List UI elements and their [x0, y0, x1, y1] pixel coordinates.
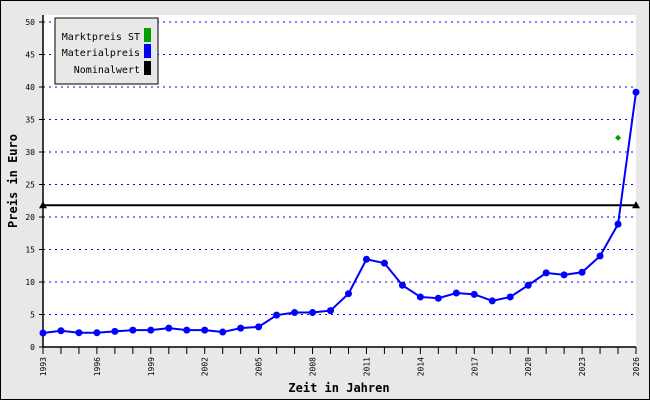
y-tick-label: 45 — [25, 51, 35, 60]
y-tick-label: 50 — [25, 18, 35, 27]
x-tick-label: 1996 — [93, 357, 102, 376]
materialpreis-point — [93, 329, 101, 337]
materialpreis-point — [129, 326, 137, 334]
materialpreis-point — [201, 326, 209, 334]
x-tick-label: 1993 — [39, 357, 48, 376]
materialpreis-point — [344, 290, 352, 298]
materialpreis-line — [42, 92, 637, 335]
materialpreis-point — [111, 327, 119, 335]
materialpreis-point — [524, 281, 532, 289]
y-tick-label: 5 — [30, 311, 35, 320]
axes — [39, 15, 637, 354]
y-tick-label: 30 — [25, 148, 35, 157]
series-marks — [39, 88, 640, 337]
x-tick-label: 2026 — [632, 357, 641, 376]
legend-label-materialpreis: Materialpreis — [62, 48, 140, 59]
materialpreis-point — [560, 271, 568, 279]
materialpreis-point — [57, 327, 65, 335]
x-tick-label: 2023 — [578, 357, 587, 376]
materialpreis-point — [416, 293, 424, 301]
x-tick-label: 1999 — [147, 357, 156, 376]
x-tick-label: 2017 — [470, 357, 479, 376]
x-axis-label: Zeit in Jahren — [288, 381, 389, 395]
materialpreis-point — [434, 294, 442, 302]
materialpreis-point — [614, 220, 622, 228]
materialpreis-point — [596, 252, 604, 260]
nominalwert-marker — [39, 201, 47, 209]
materialpreis-point — [75, 329, 83, 337]
y-tick-label: 40 — [25, 83, 35, 92]
y-axis-label: Preis in Euro — [6, 134, 20, 228]
legend-label-marktpreis: Marktpreis ST — [62, 32, 140, 43]
nominalwert-marker — [632, 201, 640, 209]
materialpreis-point — [273, 311, 281, 319]
materialpreis-point — [147, 326, 155, 334]
y-tick-label: 15 — [25, 246, 35, 255]
legend-swatch-materialpreis — [144, 44, 151, 58]
y-tick-label: 10 — [25, 278, 35, 287]
materialpreis-point — [380, 259, 388, 267]
materialpreis-point — [219, 328, 227, 336]
x-tick-label: 2014 — [416, 357, 425, 376]
marktpreis-point — [615, 134, 622, 141]
materialpreis-point — [327, 307, 335, 315]
materialpreis-point — [309, 309, 317, 317]
legend-label-nominalwert: Nominalwert — [74, 65, 140, 76]
y-tick-label: 35 — [25, 116, 35, 125]
y-tick-label: 25 — [25, 181, 35, 190]
materialpreis-point — [291, 309, 299, 317]
legend-swatch-marktpreis — [144, 28, 151, 42]
legend: Marktpreis ST Materialpreis Nominalwert — [54, 17, 159, 85]
materialpreis-point — [39, 329, 47, 337]
x-tick-label: 2005 — [255, 357, 264, 376]
materialpreis-point — [488, 297, 496, 305]
y-tick-label: 0 — [30, 343, 35, 352]
x-tick-label: 2011 — [362, 357, 371, 376]
materialpreis-point — [183, 326, 191, 334]
legend-box — [54, 17, 159, 85]
materialpreis-point — [362, 255, 370, 263]
materialpreis-point — [237, 324, 245, 332]
materialpreis-point — [506, 293, 514, 301]
y-tick-labels: 0 5 10 15 20 25 30 35 40 45 50 — [25, 18, 35, 352]
materialpreis-point — [398, 281, 406, 289]
materialpreis-point — [578, 268, 586, 276]
materialpreis-point — [165, 324, 173, 332]
x-tick-label: 2008 — [309, 357, 318, 376]
materialpreis-point — [632, 88, 640, 96]
materialpreis-point — [452, 289, 460, 297]
materialpreis-point — [542, 269, 550, 277]
x-tick-label: 2002 — [201, 357, 210, 376]
legend-swatch-nominalwert — [144, 61, 151, 75]
materialpreis-point — [255, 323, 263, 331]
x-tick-label: 2020 — [524, 357, 533, 376]
y-tick-label: 20 — [25, 213, 35, 222]
materialpreis-point — [470, 290, 478, 298]
x-tick-labels: 1993 1996 1999 2002 2005 2008 2011 2014 2017 2020… — [39, 357, 641, 376]
